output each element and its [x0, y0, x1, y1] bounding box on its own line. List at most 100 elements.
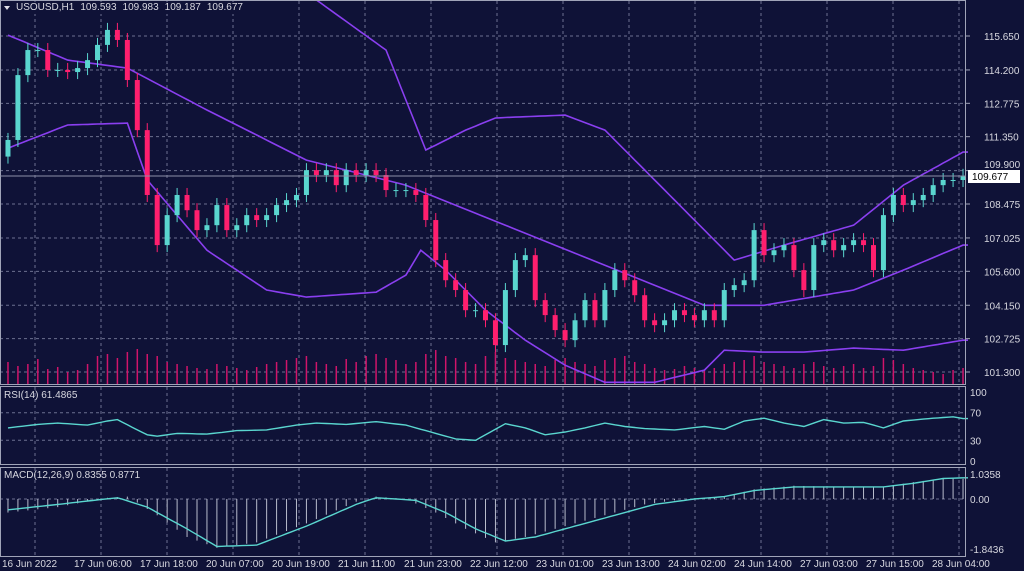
time-tick-label: 20 Jun 07:00 — [206, 559, 264, 570]
candle-body — [194, 210, 200, 231]
candle-body — [174, 194, 180, 216]
candle-body — [254, 215, 260, 221]
candle-body — [572, 320, 578, 341]
macd-panel — [7, 477, 968, 548]
candle-body — [453, 280, 459, 291]
time-tick-label: 21 Jun 23:00 — [404, 559, 462, 570]
candle — [234, 218, 240, 238]
candle-body — [224, 205, 230, 231]
price-tick-label: 104.150 — [984, 301, 1021, 312]
candle-body — [284, 200, 290, 206]
candle — [492, 313, 498, 353]
candle-body — [851, 240, 857, 246]
candle — [841, 238, 847, 258]
candle — [672, 303, 678, 328]
candle-body — [731, 285, 737, 291]
candle — [35, 43, 41, 58]
time-tick-label: 27 Jun 03:00 — [800, 559, 858, 570]
candle — [15, 68, 21, 147]
candle-body — [811, 245, 817, 291]
candle — [920, 187, 926, 208]
candle — [562, 323, 568, 348]
candle-body — [512, 260, 518, 291]
candle — [900, 187, 906, 213]
time-tick-label: 24 Jun 02:00 — [668, 559, 726, 570]
candle — [104, 22, 110, 52]
candle — [632, 273, 638, 303]
candle-body — [35, 50, 41, 52]
candle-body — [204, 225, 210, 231]
time-tick-label: 20 Jun 19:00 — [272, 559, 330, 570]
candles — [5, 22, 966, 353]
candle-body — [244, 215, 250, 226]
rsi-label: RSI(14) 61.4865 — [4, 390, 78, 401]
candle — [154, 187, 160, 253]
symbol-header[interactable]: USOUSD,H1 109.593 109.983 109.187 109.67… — [3, 2, 246, 14]
dropdown-triangle-icon[interactable] — [4, 6, 10, 10]
candle — [811, 238, 817, 298]
rsi-panel-frame — [0, 386, 966, 465]
time-tick-label: 17 Jun 18:00 — [140, 559, 198, 570]
candle — [741, 273, 747, 293]
candle-body — [25, 50, 31, 76]
main-panel-frame — [0, 0, 966, 385]
candle — [244, 208, 250, 233]
candle-body — [104, 29, 110, 45]
candle — [502, 283, 508, 353]
candle-body — [761, 230, 767, 256]
bollinger-upper-band — [8, 0, 968, 262]
candle-body — [622, 270, 628, 281]
candle — [463, 283, 469, 318]
candle — [791, 238, 797, 278]
candle — [642, 288, 648, 328]
candle — [313, 163, 319, 183]
grid — [0, 1, 966, 556]
candle — [861, 233, 867, 253]
candle — [701, 303, 707, 328]
candle — [851, 233, 857, 253]
candle — [353, 163, 359, 183]
candle — [512, 253, 518, 298]
candle-body — [831, 240, 837, 251]
candle — [602, 283, 608, 328]
current-price-tag: 109.677 — [0, 170, 1020, 183]
candle-body — [343, 170, 349, 186]
candle-body — [313, 170, 319, 176]
candle — [453, 273, 459, 298]
candle — [393, 183, 399, 198]
time-tick-label: 23 Jun 13:00 — [602, 559, 660, 570]
candle-body — [930, 185, 936, 195]
candle-body — [323, 170, 329, 176]
ohlc-high: 109.983 — [122, 2, 159, 13]
price-tick-label: 107.025 — [984, 234, 1021, 245]
price-tick-label: 112.775 — [984, 99, 1020, 110]
candle-body — [433, 220, 439, 261]
candle-body — [721, 290, 727, 321]
macd-signal-line — [7, 477, 968, 548]
candle — [224, 198, 230, 238]
macd-tick-label: 0.00 — [970, 495, 990, 506]
candle-body — [492, 320, 498, 346]
price-tick-label: 109.900 — [984, 160, 1021, 171]
candle — [831, 233, 837, 258]
time-tick-label: 23 Jun 01:00 — [536, 559, 594, 570]
rsi-tick-label: 0 — [970, 457, 976, 468]
candle-body — [423, 194, 429, 221]
candle — [383, 168, 389, 198]
candle-body — [413, 190, 419, 195]
candle — [930, 178, 936, 203]
macd-panel-frame — [0, 467, 966, 557]
candle-body — [463, 290, 469, 311]
candle — [134, 72, 140, 138]
time-tick-label: 22 Jun 12:00 — [470, 559, 528, 570]
candle — [293, 187, 299, 208]
price-tick-label: 115.650 — [984, 32, 1020, 43]
candle — [214, 198, 220, 233]
candle-body — [75, 68, 81, 73]
candle — [194, 203, 200, 238]
candle-body — [214, 205, 220, 226]
candle — [254, 208, 260, 228]
candle — [284, 193, 290, 213]
candle-body — [582, 300, 588, 321]
